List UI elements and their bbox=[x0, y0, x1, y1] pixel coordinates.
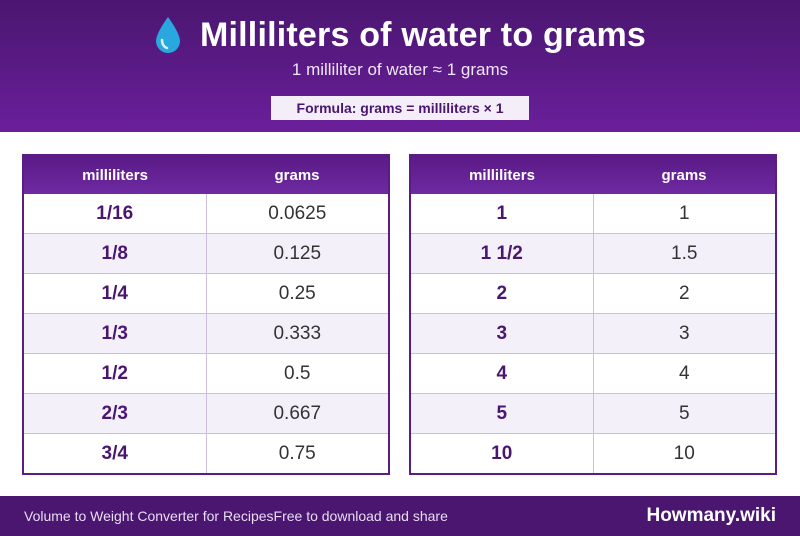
grams-cell: 0.0625 bbox=[206, 194, 389, 234]
milliliters-cell: 2 bbox=[410, 273, 594, 314]
grams-cell: 0.25 bbox=[206, 273, 389, 314]
page-title: Milliliters of water to grams bbox=[199, 15, 646, 54]
conversion-table-left: milliliters grams 1/16 0.0625 1/8 0.125 1/… bbox=[22, 154, 390, 475]
milliliters-cell: 2/3 bbox=[23, 393, 207, 434]
title-row: Milliliters of water to grams bbox=[0, 12, 800, 58]
table-row: 1/8 0.125 bbox=[23, 233, 389, 274]
grams-cell: 0.5 bbox=[206, 353, 389, 394]
milliliters-cell: 1 bbox=[410, 194, 594, 234]
grams-cell: 3 bbox=[593, 313, 776, 354]
footer-tagline: Volume to Weight Converter for RecipesFr… bbox=[24, 508, 448, 524]
table-row: 10 10 bbox=[410, 433, 776, 474]
grams-cell: 4 bbox=[593, 353, 776, 394]
milliliters-cell: 1 1/2 bbox=[410, 233, 594, 274]
table-row: 1/16 0.0625 bbox=[23, 194, 389, 234]
table-row: 1/3 0.333 bbox=[23, 313, 389, 354]
column-header-grams: grams bbox=[593, 155, 776, 194]
milliliters-cell: 3/4 bbox=[23, 433, 207, 474]
column-header-milliliters: milliliters bbox=[23, 155, 206, 194]
subtitle: 1 milliliter of water ≈ 1 grams bbox=[291, 60, 509, 79]
milliliters-cell: 3 bbox=[410, 313, 594, 354]
milliliters-cell: 10 bbox=[410, 433, 594, 474]
grams-cell: 1.5 bbox=[593, 233, 776, 274]
milliliters-cell: 1/16 bbox=[23, 194, 207, 234]
milliliters-cell: 1/4 bbox=[23, 273, 207, 314]
footer-brand-link[interactable]: Howmany.wiki bbox=[646, 505, 776, 526]
table-row: 1 1/2 1.5 bbox=[410, 233, 776, 274]
grams-cell: 0.125 bbox=[206, 233, 389, 274]
column-header-milliliters: milliliters bbox=[410, 155, 593, 194]
grams-cell: 1 bbox=[593, 194, 776, 234]
table-header-row: milliliters grams bbox=[23, 155, 389, 194]
grams-cell: 0.333 bbox=[206, 313, 389, 354]
water-drop-icon bbox=[154, 16, 182, 54]
milliliters-cell: 5 bbox=[410, 393, 594, 434]
table-header-row: milliliters grams bbox=[410, 155, 776, 194]
grams-cell: 2 bbox=[593, 273, 776, 314]
header: Milliliters of water to grams 1 millilit… bbox=[0, 0, 800, 132]
milliliters-cell: 4 bbox=[410, 353, 594, 394]
table-row: 2/3 0.667 bbox=[23, 393, 389, 434]
table-row: 1/4 0.25 bbox=[23, 273, 389, 314]
grams-cell: 5 bbox=[593, 393, 776, 434]
table-row: 1/2 0.5 bbox=[23, 353, 389, 394]
table-row: 3/4 0.75 bbox=[23, 433, 389, 474]
milliliters-cell: 1/8 bbox=[23, 233, 207, 274]
grams-cell: 10 bbox=[673, 442, 695, 464]
milliliters-cell: 1/2 bbox=[23, 353, 207, 394]
column-header-grams: grams bbox=[206, 155, 389, 194]
formula-box: Formula: grams = milliliters × 1 bbox=[271, 96, 529, 120]
footer: Volume to Weight Converter for RecipesFr… bbox=[0, 496, 800, 536]
grams-cell: 0.75 bbox=[278, 442, 316, 464]
milliliters-cell: 1/3 bbox=[23, 313, 207, 354]
grams-cell: 0.667 bbox=[206, 393, 389, 434]
